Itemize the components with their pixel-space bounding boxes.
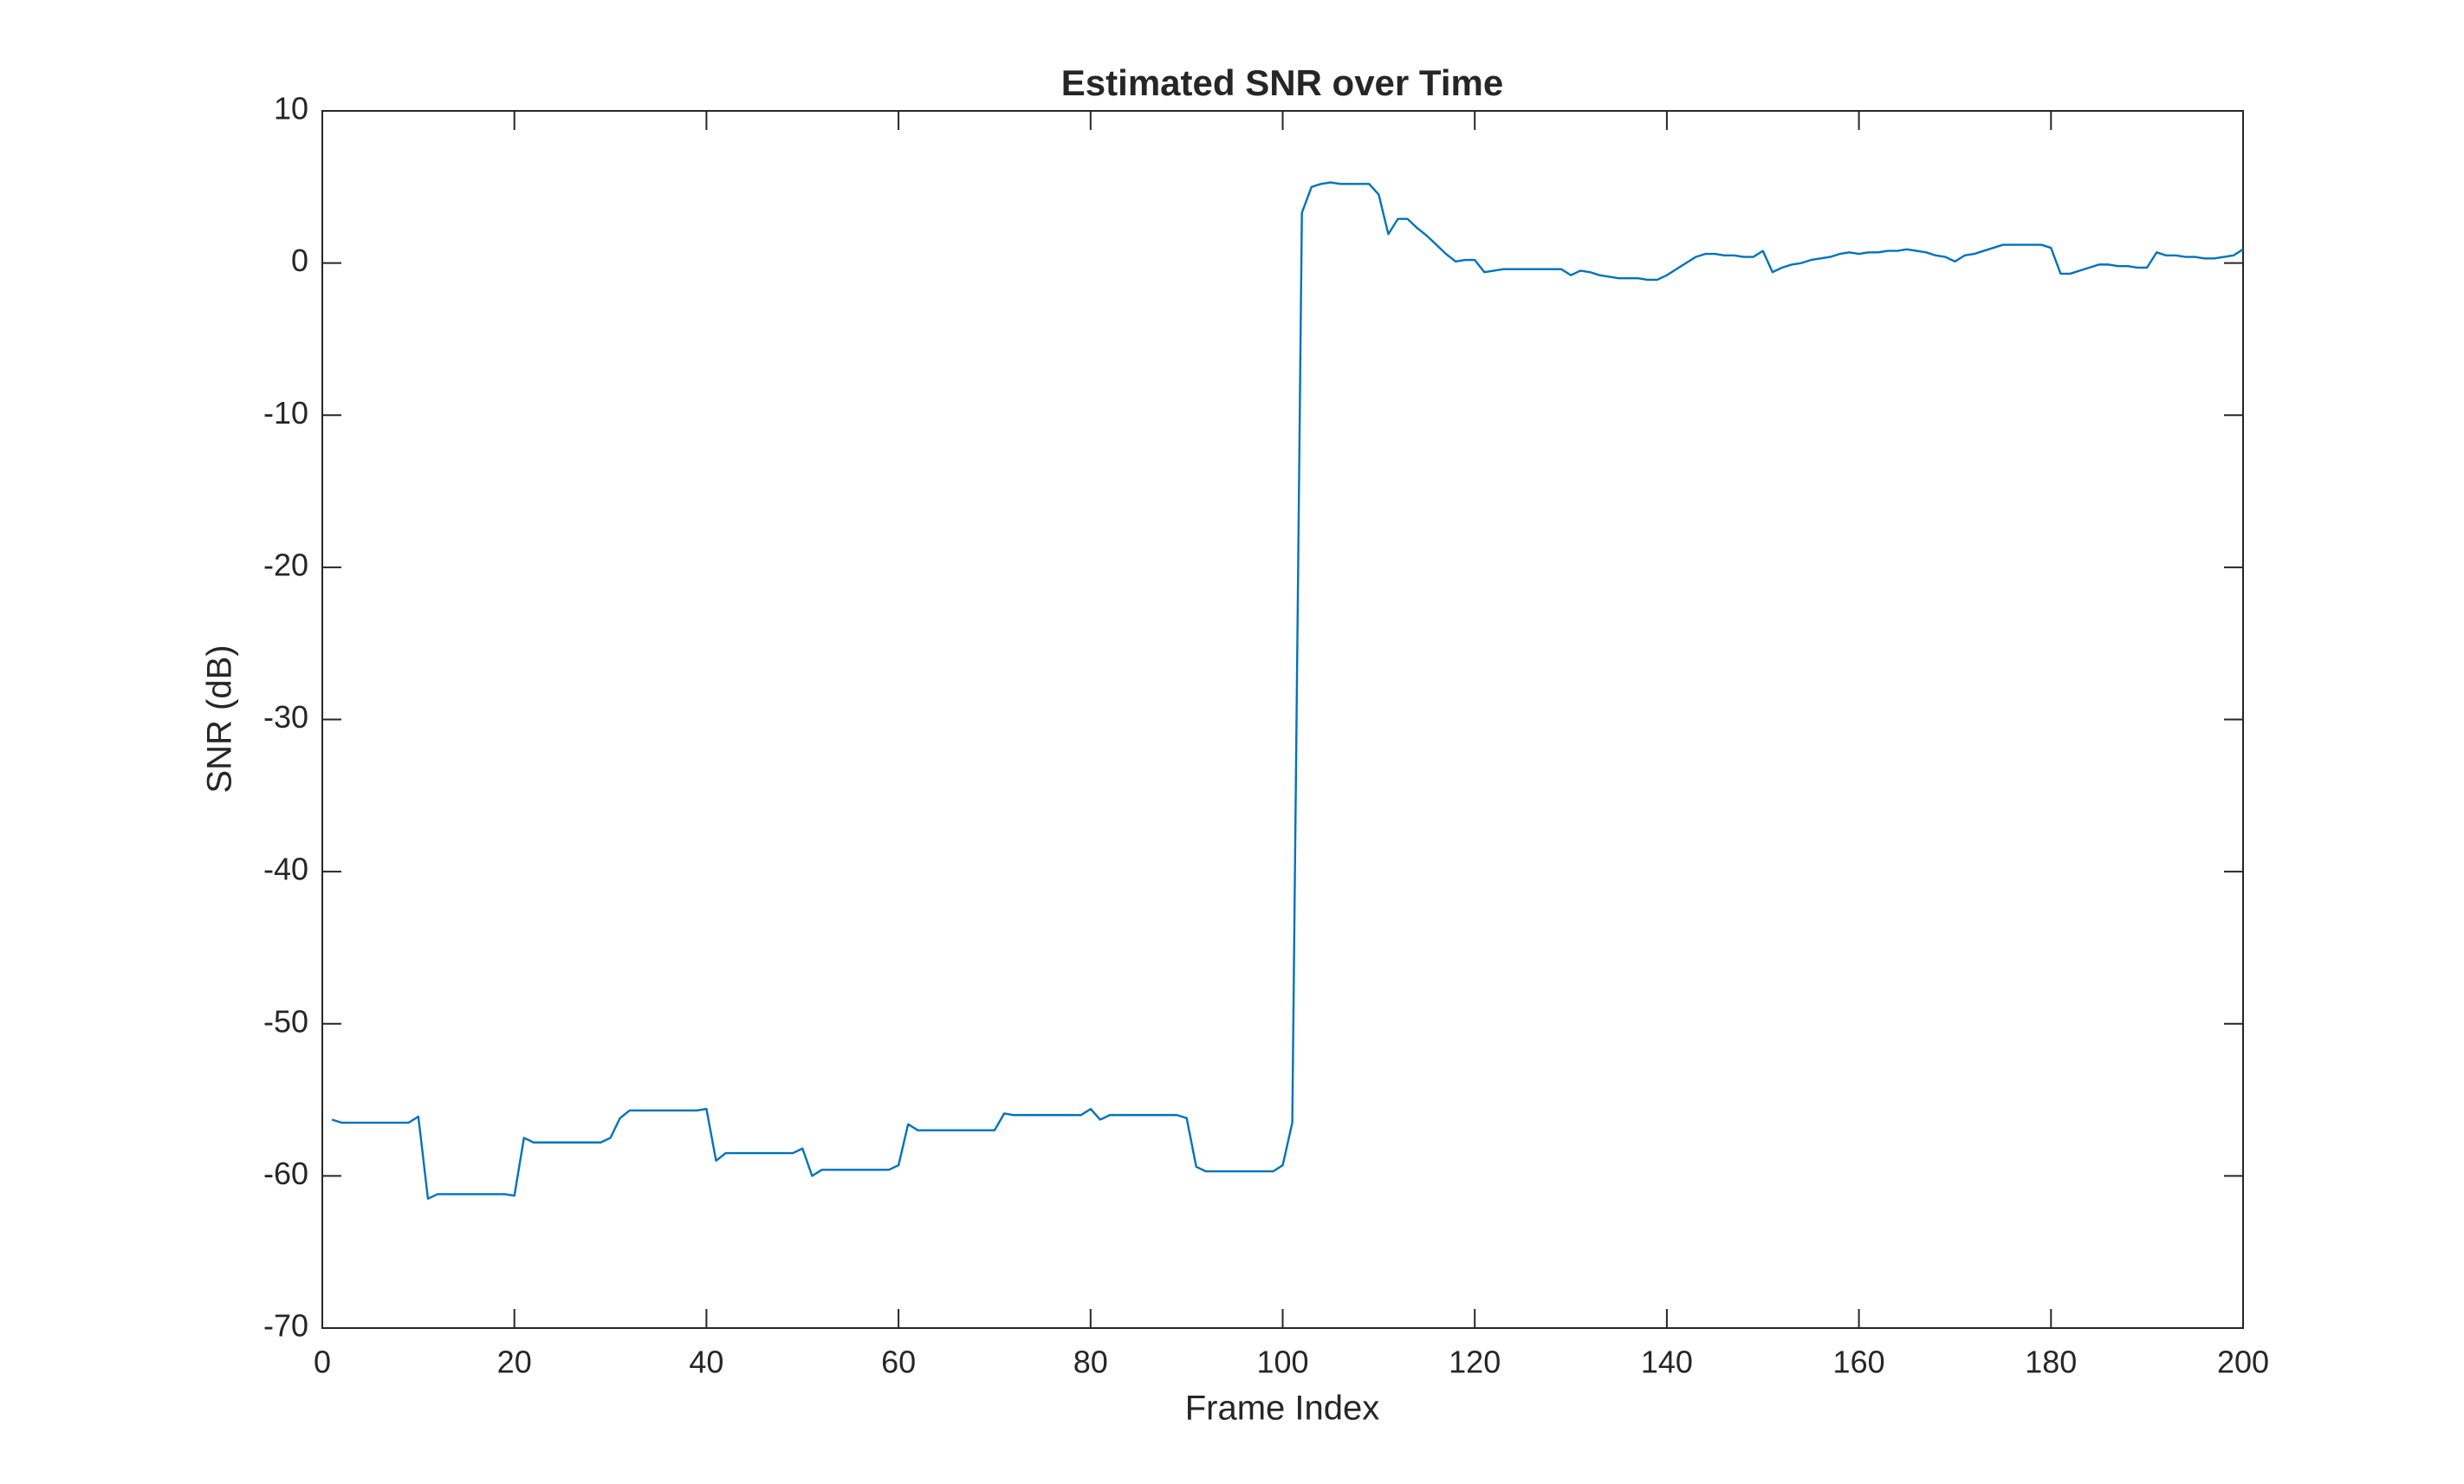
chart-title: Estimated SNR over Time	[1061, 62, 1503, 103]
y-tick-label: -60	[263, 1156, 308, 1191]
x-tick-label: 140	[1641, 1345, 1693, 1380]
y-tick-label: -40	[263, 852, 308, 887]
x-tick-label: 100	[1256, 1345, 1308, 1380]
x-tick-label: 40	[689, 1345, 723, 1380]
x-tick-label: 0	[314, 1345, 331, 1380]
plot-frame	[321, 110, 2244, 1329]
y-tick-label: -50	[263, 1003, 308, 1039]
y-tick-label: -20	[263, 547, 308, 582]
y-tick-label: -10	[263, 395, 308, 431]
y-axis-label: SNR (dB)	[201, 645, 239, 793]
x-tick-label: 200	[2217, 1345, 2269, 1380]
data-line	[331, 181, 2244, 1200]
x-tick-label: 180	[2025, 1345, 2077, 1380]
x-tick-label: 20	[497, 1345, 532, 1380]
y-tick-label: -70	[263, 1308, 308, 1344]
x-tick-label: 60	[881, 1345, 916, 1380]
x-axis-label: Frame Index	[1185, 1390, 1380, 1428]
x-tick-label: 120	[1449, 1345, 1501, 1380]
y-tick-label: 0	[291, 243, 308, 278]
x-tick-label: 160	[1833, 1345, 1885, 1380]
y-tick-label: -30	[263, 699, 308, 735]
y-tick-label: 10	[274, 91, 308, 126]
x-tick-label: 80	[1073, 1345, 1108, 1380]
